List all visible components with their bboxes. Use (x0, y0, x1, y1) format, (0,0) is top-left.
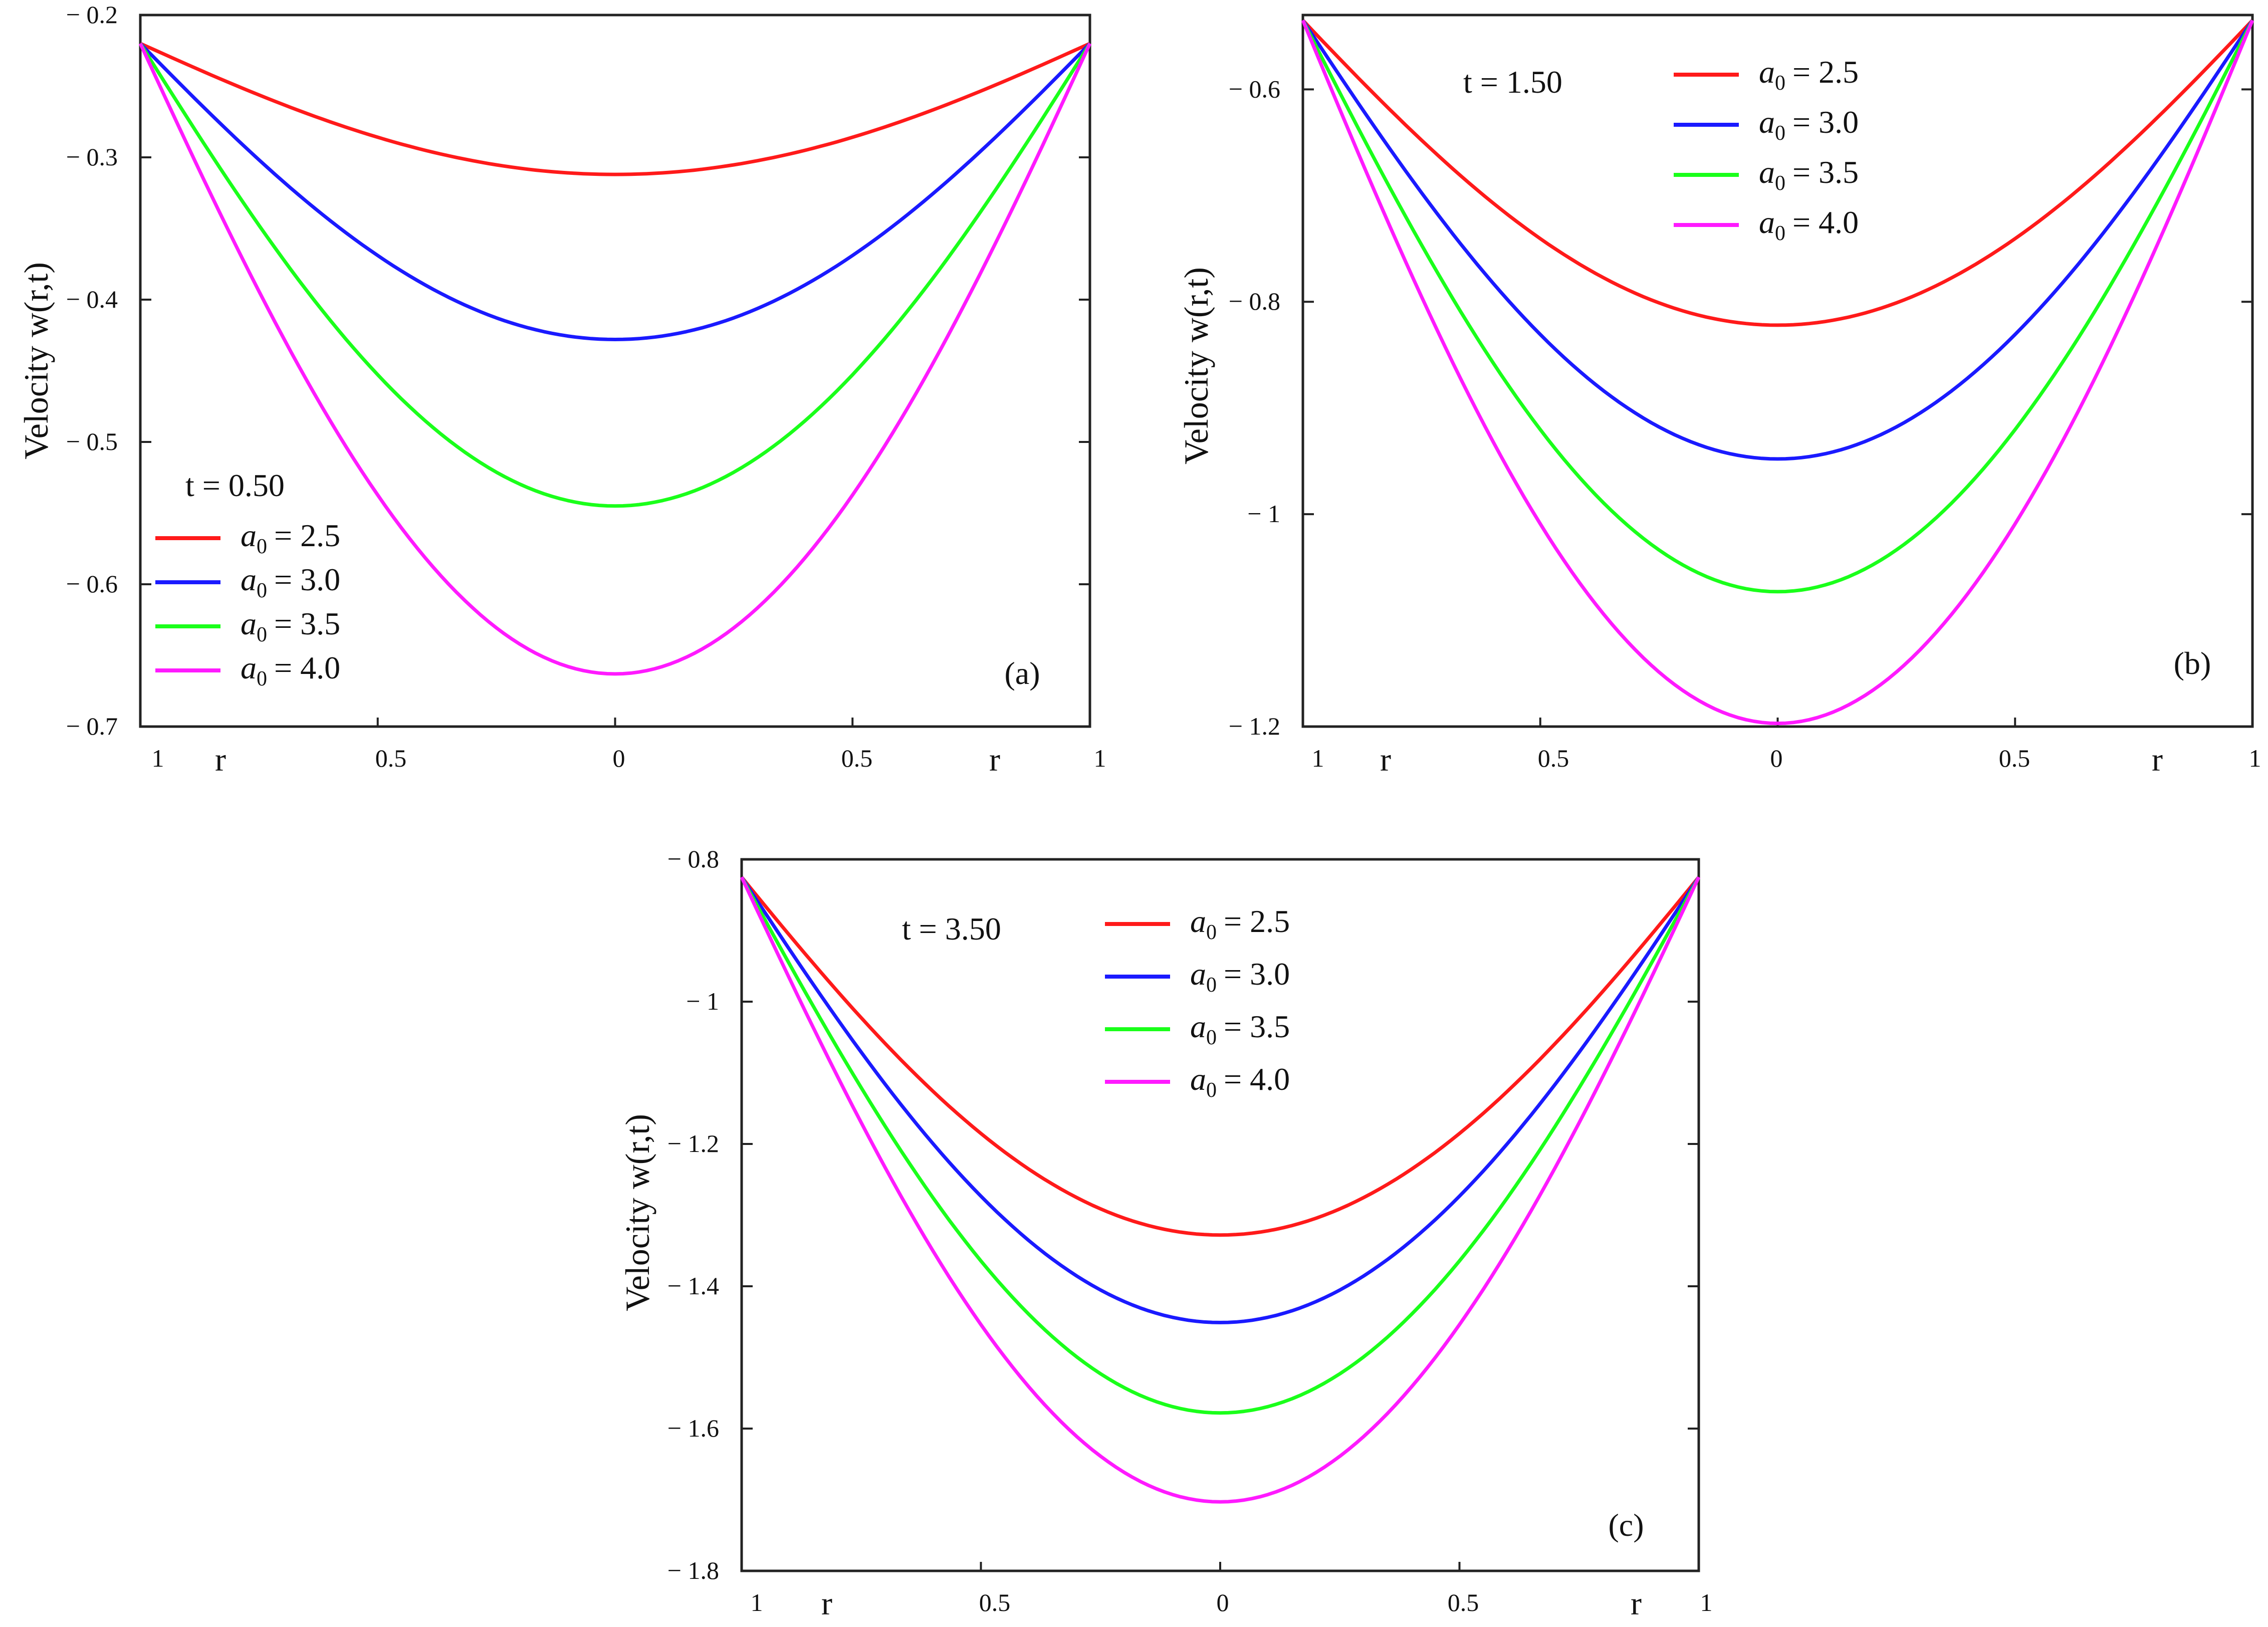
x-tick-label: 1 (152, 744, 164, 772)
y-axis-label: Velocity w(r,t) (17, 262, 55, 459)
legend-entry: a0 = 2.5 (241, 518, 340, 558)
series-line-2-5 (1301, 19, 2254, 327)
y-tick-label: − 1 (1247, 500, 1280, 528)
y-tick-marks (1303, 88, 2252, 728)
series-line-3-0 (740, 876, 1700, 1324)
series-line-3-0 (1301, 19, 2254, 461)
y-tick-label: − 0.8 (1229, 287, 1280, 315)
series-line-3-0 (139, 42, 1091, 341)
curves (1301, 19, 2254, 726)
legend-entry: a0 = 3.0 (1190, 956, 1290, 997)
x-tick-label: 0.5 (841, 744, 873, 772)
x-tick-label: 1 (1094, 744, 1106, 772)
legend-entry: a0 = 3.0 (241, 562, 340, 602)
series-line-3-5 (740, 876, 1701, 1415)
x-tick-label: 0.5 (1538, 744, 1569, 772)
series-line-3-5 (139, 42, 1091, 508)
legend-entry: a0 = 2.5 (1759, 54, 1859, 95)
legend: a0 = 2.5 a0 = 3.0 a0 = 3.5 a0 = 4.0 (1105, 903, 1290, 1102)
y-tick-label: − 1.2 (667, 1129, 719, 1157)
x-tick-label: 0.5 (1999, 744, 2030, 772)
legend-entry: a0 = 4.0 (241, 650, 340, 690)
y-tick-label: − 1.8 (667, 1556, 719, 1584)
y-tick-label: − 0.3 (66, 143, 118, 171)
y-tick-labels: − 0.2 − 0.3 − 0.4 − 0.5 − 0.6 − 0.7 (66, 1, 118, 740)
series-line-3-5 (1301, 20, 2254, 594)
y-tick-labels: − 0.8 − 1 − 1.2 − 1.4 − 1.6 − 1.8 (667, 845, 719, 1584)
x-axis-label: r (1380, 742, 1391, 778)
panel-c: − 0.8 − 1 − 1.2 − 1.4 − 1.6 − 1.8 Velocity w(… (618, 845, 1713, 1622)
time-label: t = 0.50 (185, 468, 285, 503)
y-tick-label: − 1 (686, 987, 719, 1015)
series-line-4-0 (1301, 20, 2254, 726)
y-tick-labels: − 0.6 − 0.8 − 1 − 1.2 (1229, 75, 1280, 740)
legend-entry: a0 = 4.0 (1759, 204, 1859, 245)
curves (740, 876, 1701, 1504)
legend-entry: a0 = 3.0 (1759, 104, 1859, 145)
y-tick-label: − 0.6 (1229, 75, 1280, 103)
series-line-4-0 (138, 43, 1092, 676)
y-axis-label: Velocity w(r,t) (618, 1114, 656, 1311)
y-tick-label: − 0.7 (66, 712, 118, 740)
curves (138, 42, 1092, 676)
y-tick-label: − 0.6 (66, 570, 118, 598)
legend-entry: a0 = 3.5 (1190, 1009, 1290, 1049)
time-label: t = 1.50 (1463, 64, 1562, 100)
legend: a0 = 2.5 a0 = 3.0 a0 = 3.5 a0 = 4.0 (1674, 54, 1859, 245)
x-axis-label: r (215, 742, 226, 778)
y-tick-label: − 1.6 (667, 1414, 719, 1442)
time-label: t = 3.50 (902, 911, 1001, 947)
x-axis-label: r (2152, 742, 2163, 778)
x-tick-label: 0 (1217, 1588, 1229, 1616)
series-line-4-0 (740, 876, 1701, 1504)
x-tick-label: 0.5 (979, 1588, 1011, 1616)
panel-label: (c) (1608, 1507, 1644, 1543)
panel-a: − 0.2 − 0.3 − 0.4 − 0.5 − 0.6 − 0.7 Velocity … (17, 1, 1106, 778)
legend-entry: a0 = 3.5 (1759, 154, 1859, 195)
plot-frame (740, 858, 1700, 1572)
y-tick-label: − 0.2 (66, 1, 118, 29)
y-tick-marks (742, 858, 1699, 1572)
panel-label: (b) (2174, 645, 2211, 681)
x-axis-label: r (1631, 1585, 1642, 1622)
series-line-2-5 (740, 876, 1700, 1237)
y-tick-label: − 1.2 (1229, 712, 1280, 740)
x-tick-label: 1 (1700, 1588, 1713, 1616)
x-tick-label: 0.5 (1448, 1588, 1479, 1616)
x-tick-label: 0 (1770, 744, 1783, 772)
panel-label: (a) (1004, 655, 1040, 691)
x-tick-label: 1 (1312, 744, 1324, 772)
y-tick-label: − 1.4 (667, 1272, 719, 1300)
legend: a0 = 2.5a0 = 3.0a0 = 3.5a0 = 4.0 (155, 518, 340, 690)
x-tick-label: 1 (2249, 744, 2261, 772)
y-axis-label: Velocity w(r,t) (1177, 267, 1215, 464)
x-axis-label: r (821, 1585, 832, 1622)
y-tick-label: − 0.5 (66, 427, 118, 455)
x-tick-label: 1 (751, 1588, 763, 1616)
legend-entry: a0 = 2.5 (1190, 903, 1290, 944)
y-tick-label: − 0.4 (66, 285, 118, 313)
x-tick-label: 0.5 (375, 744, 407, 772)
x-tick-label: 0 (613, 744, 625, 772)
legend-entry: a0 = 4.0 (1190, 1061, 1290, 1102)
series-line-2-5 (139, 42, 1091, 176)
panel-b: − 0.6 − 0.8 − 1 − 1.2 Velocity w(r,t) 1 r 0… (1177, 14, 2261, 778)
x-axis-label: r (989, 742, 1000, 778)
y-tick-marks (140, 14, 1090, 728)
legend-entry: a0 = 3.5 (241, 606, 340, 646)
y-tick-label: − 0.8 (667, 845, 719, 873)
